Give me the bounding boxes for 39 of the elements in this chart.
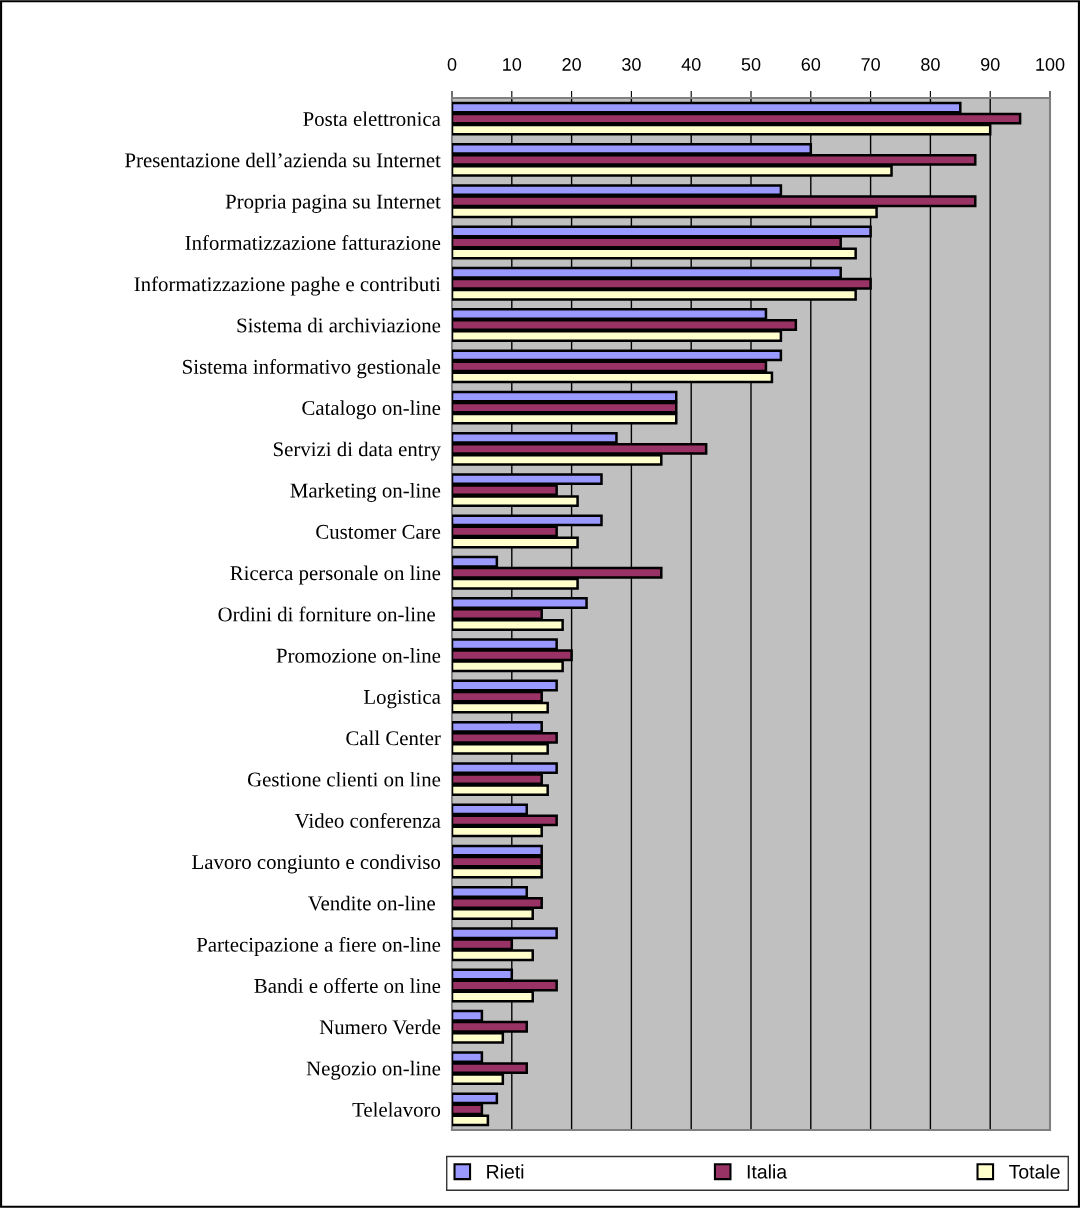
y-tick-label: Lavoro congiunto e condiviso [192, 854, 441, 874]
x-tick-label: 50 [741, 58, 761, 71]
y-tick-label: Promozione on-line [276, 648, 441, 663]
y-tick-label: Propria pagina su Internet [225, 194, 441, 213]
y-tick-label: Posta elettronica [303, 111, 441, 127]
x-tick-label: 40 [681, 58, 701, 71]
x-tick-label: 10 [503, 58, 522, 71]
y-tick-label: Vendite on-line [308, 895, 435, 911]
y-tick-label: Customer Care [316, 524, 441, 539]
y-tick-label: Gestione clienti on line [247, 771, 441, 787]
y-tick-label: Marketing on-line [290, 482, 441, 502]
x-tick-label: 70 [861, 58, 880, 71]
y-tick-label: Negozio on-line [306, 1060, 441, 1080]
x-tick-label: 0 [447, 58, 457, 71]
x-tick-label: 100 [1036, 58, 1065, 71]
y-tick-label: Telelavoro [352, 1102, 441, 1117]
y-tick-label: Partecipazione a fiere on-line [196, 936, 441, 957]
y-tick-label: Catalogo on-line [302, 400, 441, 420]
y-tick-label: Call Center [346, 730, 441, 746]
y-tick-label: Sistema informativo gestionale [183, 358, 441, 379]
y-tick-label: Video conferenza [294, 812, 441, 828]
legend-label: Italia [747, 1164, 788, 1179]
y-tick-label: Ricerca personale on line [230, 565, 441, 585]
x-tick-label: 30 [622, 58, 641, 71]
y-tick-label: Informatizzazione fatturazione [185, 235, 441, 250]
y-tick-label: Informatizzazione paghe e contributi [134, 276, 441, 296]
y-tick-label: Servizi di data entry [273, 441, 441, 461]
y-tick-label: Numero Verde [319, 1019, 441, 1035]
x-tick-label: 80 [921, 58, 940, 71]
y-tick-label: Logistica [363, 689, 441, 709]
legend-label: Rieti [487, 1164, 524, 1179]
y-tick-label: Presentazione dell’azienda su Internet [125, 152, 441, 168]
x-tick-label: 20 [562, 58, 581, 71]
y-tick-label: Sistema di archiviazione [237, 317, 441, 333]
x-tick-label: 90 [981, 58, 1000, 71]
y-tick-label: Ordini di forniture on-line [218, 606, 435, 622]
legend-label: Totale [1009, 1164, 1060, 1179]
x-tick-label: 60 [801, 58, 821, 71]
y-tick-label: Bandi e offerte on line [254, 978, 441, 993]
